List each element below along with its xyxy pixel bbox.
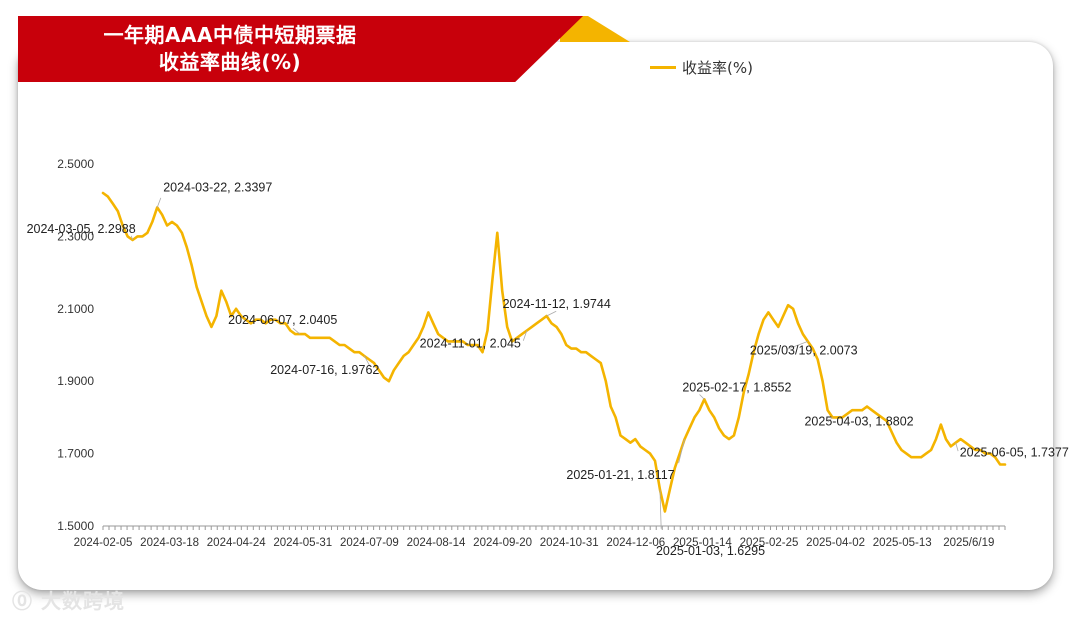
- x-tick-label: 2025-01-14: [673, 537, 732, 549]
- annotation-leader: [787, 341, 808, 350]
- watermark-text: 大数跨境: [40, 589, 125, 613]
- annotation-leader: [699, 394, 705, 400]
- data-label: 2025-06-05, 1.7377: [960, 446, 1069, 460]
- x-tick-label: 2024-05-31: [273, 537, 332, 549]
- data-label: 2024-06-07, 2.0405: [228, 313, 337, 327]
- watermark-logo: ⓪ 大数跨境: [12, 585, 125, 614]
- x-tick-label: 2024-10-31: [540, 537, 599, 549]
- legend: 收益率(%): [650, 57, 753, 77]
- data-label: 2025/03/19, 2.0073: [750, 343, 858, 357]
- data-label: 2024-11-01, 2.045: [420, 337, 521, 351]
- series-line: [101, 191, 1007, 513]
- annotation-leader: [659, 489, 662, 529]
- legend-label: 收益率(%): [682, 58, 753, 77]
- title-line-2: 收益率曲线(%): [158, 50, 302, 74]
- x-tick-label: 2024-03-18: [140, 537, 199, 549]
- x-tick-label: 2025-05-13: [873, 537, 932, 549]
- y-tick-label: 1.5000: [57, 519, 94, 533]
- annotation-leader: [827, 417, 833, 423]
- annotation-leader: [522, 330, 528, 341]
- data-label: 2024-07-16, 1.9762: [270, 363, 379, 377]
- x-tick-label: 2025/6/19: [943, 537, 994, 549]
- y-tick-label: 2.1000: [57, 302, 94, 316]
- x-tick-label: 2025-04-02: [806, 537, 865, 549]
- title-banner: [18, 16, 583, 82]
- y-tick-label: 2.3000: [57, 229, 94, 243]
- x-tick-label: 2024-12-06: [606, 537, 665, 549]
- data-label: 2024-03-22, 2.3397: [163, 180, 272, 194]
- y-tick-label: 1.9000: [57, 374, 94, 388]
- annotation-leader: [156, 197, 162, 208]
- x-tick-label: 2024-09-20: [473, 537, 532, 549]
- legend-line-icon: [650, 65, 676, 69]
- watermark-icon: ⓪: [12, 589, 33, 613]
- title-line-1: 一年期AAA中债中短期票据: [103, 23, 357, 47]
- chart-title: 一年期AAA中债中短期票据 收益率曲线(%): [70, 22, 390, 76]
- annotation-leader: [363, 355, 371, 367]
- annotation-leader: [678, 439, 686, 464]
- x-tick-label: 2025-02-25: [740, 537, 799, 549]
- y-tick-label: 1.7000: [57, 447, 94, 461]
- annotation-leader: [292, 327, 301, 335]
- annotation-leader: [546, 310, 557, 317]
- x-tick-label: 2024-02-05: [74, 537, 133, 549]
- chart-card: [18, 42, 1053, 590]
- data-label: 2025-02-17, 1.8552: [682, 380, 791, 394]
- y-tick-label: 2.5000: [57, 157, 94, 171]
- data-label: 2025-04-03, 1.8802: [804, 414, 913, 428]
- x-tick-label: 2024-07-09: [340, 537, 399, 549]
- annotation-leader: [955, 442, 959, 452]
- x-tick-label: 2024-04-24: [207, 537, 266, 549]
- data-label: 2024-03-05, 2.2988: [27, 222, 136, 236]
- data-label: 2025-01-21, 1.8117: [566, 468, 674, 482]
- annotation-leader: [130, 235, 133, 241]
- x-tick-label: 2024-08-14: [407, 537, 466, 549]
- data-label: 2025-01-03, 1.6295: [656, 544, 765, 558]
- data-label: 2024-11-12, 1.9744: [503, 297, 611, 311]
